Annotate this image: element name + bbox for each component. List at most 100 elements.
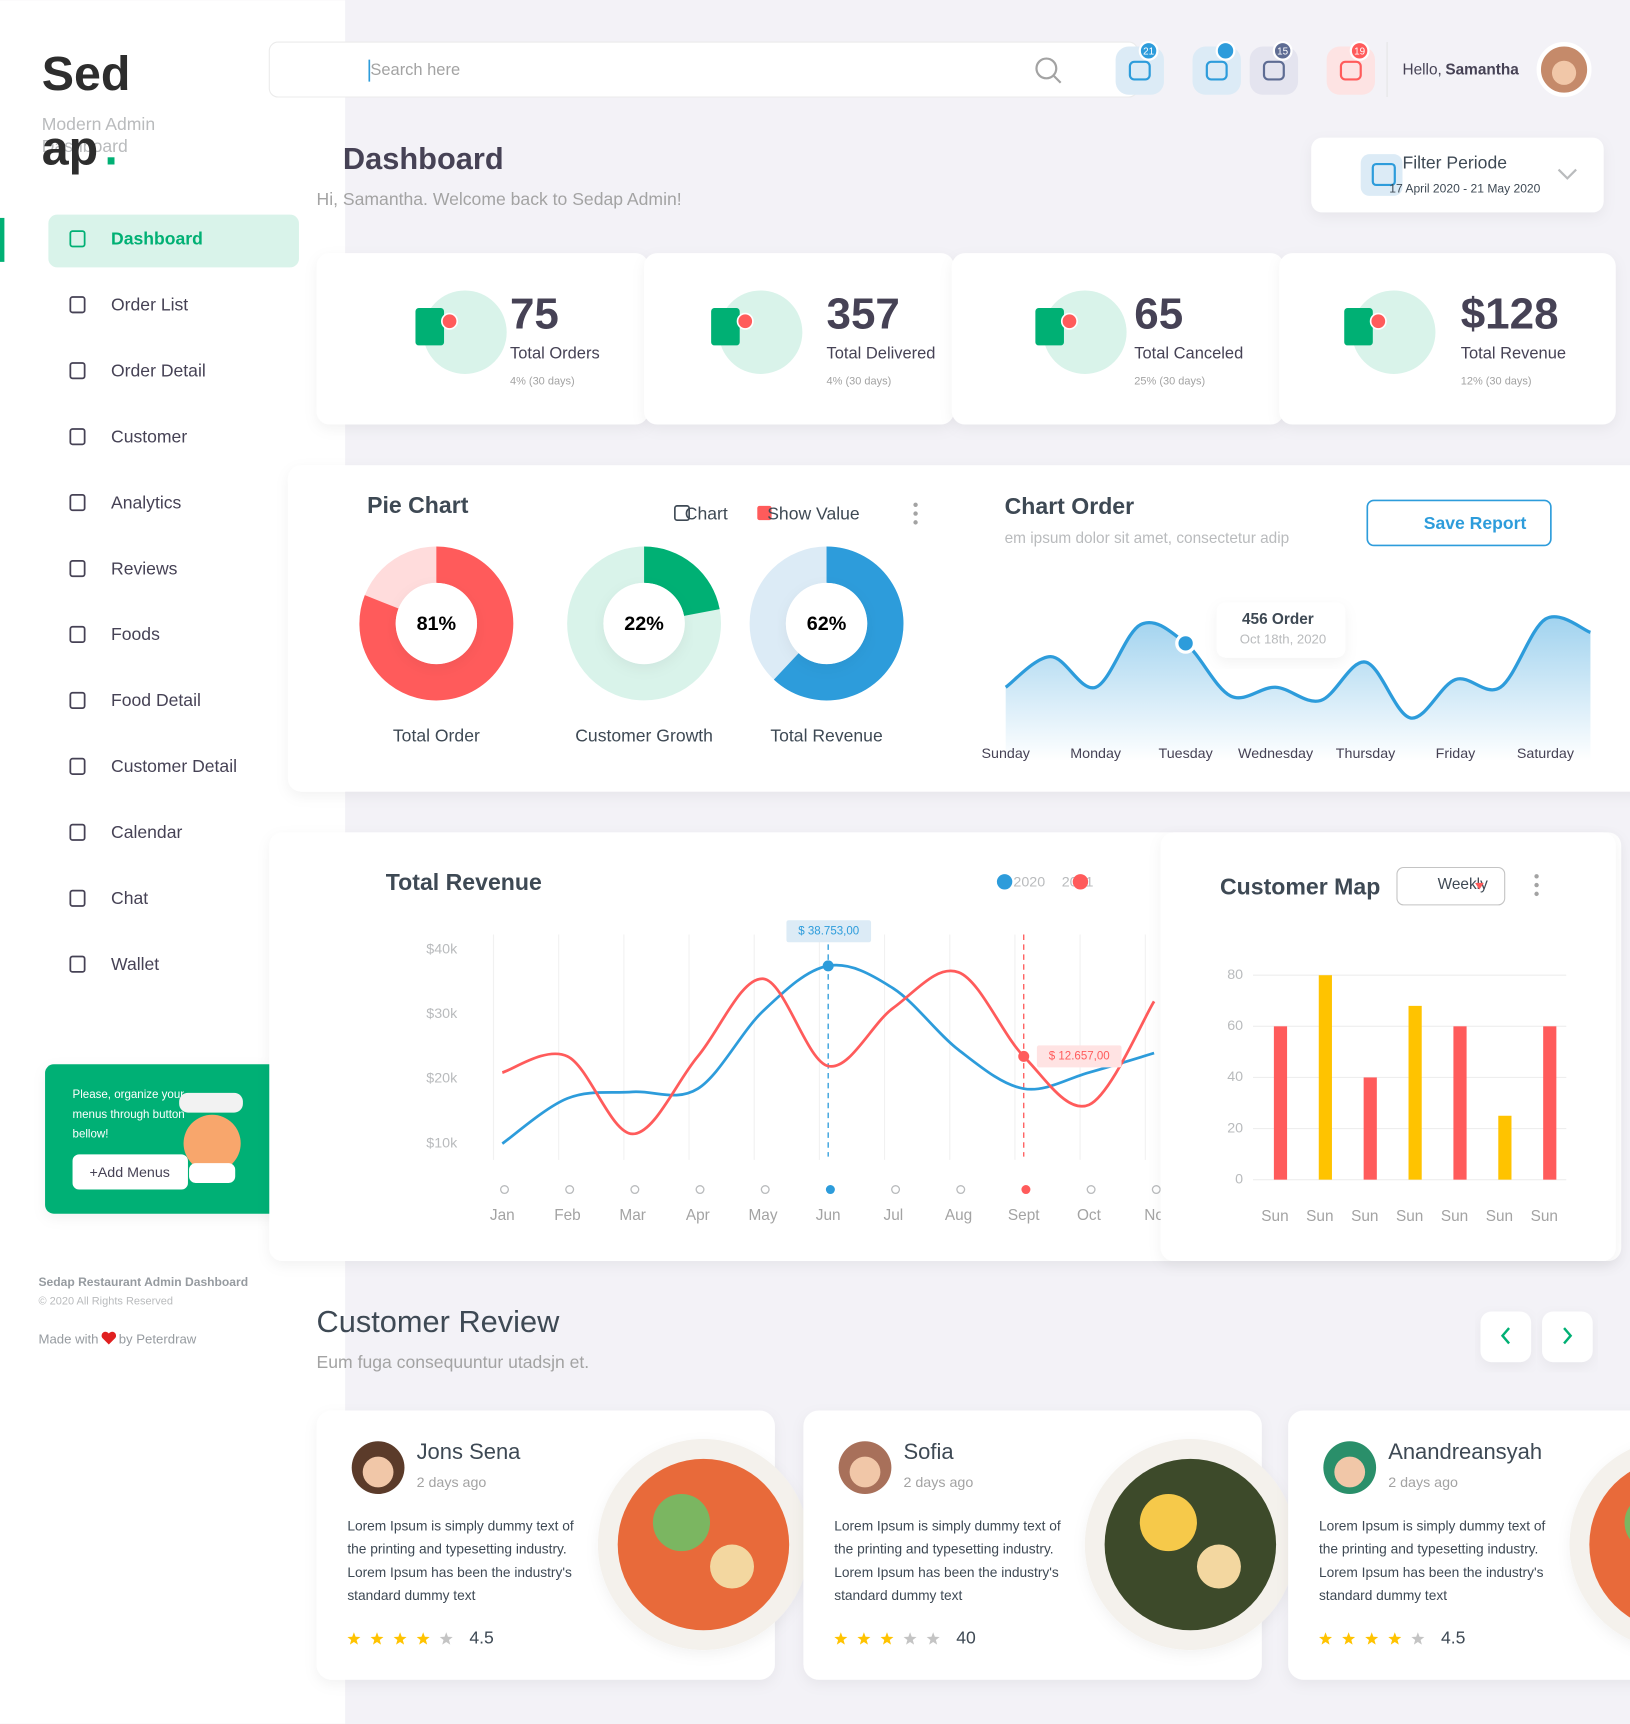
reviewer-name: Jons Sena bbox=[417, 1439, 522, 1464]
nav-item[interactable]: Reviews bbox=[111, 558, 178, 578]
bar bbox=[1318, 975, 1332, 1180]
axis-marker bbox=[695, 1185, 705, 1195]
y-tick-label: $10k bbox=[426, 1135, 458, 1151]
nav-icon bbox=[69, 296, 86, 314]
filter-label[interactable]: Filter Periode bbox=[1402, 153, 1507, 173]
nav-item[interactable]: Analytics bbox=[111, 492, 182, 512]
page-title: Dashboard bbox=[343, 141, 504, 176]
review-text: the printing and typesetting industry. bbox=[347, 1542, 566, 1557]
review-rating: 40 bbox=[956, 1628, 976, 1648]
x-tick-label: Jul bbox=[884, 1207, 904, 1224]
select-box[interactable] bbox=[1396, 866, 1506, 906]
nav-icon bbox=[69, 955, 86, 973]
nav-item[interactable]: Order Detail bbox=[111, 360, 206, 380]
x-tick-label: Jan bbox=[490, 1207, 515, 1224]
menu-dot bbox=[1534, 882, 1539, 888]
x-tick-label: Friday bbox=[1436, 746, 1477, 762]
rating-star bbox=[370, 1632, 384, 1645]
nav-item[interactable]: Customer Detail bbox=[111, 756, 237, 776]
stat-icon-badge bbox=[1060, 312, 1078, 330]
nav-active-bg[interactable] bbox=[48, 214, 299, 268]
user-name: Samantha bbox=[1445, 62, 1519, 79]
nav-item[interactable]: Chat bbox=[111, 888, 148, 908]
tagline: Modern Admin bbox=[42, 114, 155, 134]
carousel-chevron bbox=[1563, 1327, 1573, 1345]
x-tick-label: Sun bbox=[1486, 1208, 1513, 1225]
section-title: Customer Review bbox=[317, 1304, 561, 1339]
x-tick-label: May bbox=[748, 1207, 777, 1224]
option-label[interactable]: Show Value bbox=[767, 503, 860, 523]
carousel-button[interactable] bbox=[1480, 1311, 1532, 1363]
stat-change: 4% (30 days) bbox=[827, 376, 892, 388]
legend-dot bbox=[1072, 874, 1089, 890]
nav-icon bbox=[69, 494, 86, 512]
menu-dot bbox=[913, 520, 918, 525]
save-report-button[interactable] bbox=[1366, 499, 1552, 547]
food-garnish bbox=[1139, 1493, 1197, 1552]
review-time: 2 days ago bbox=[903, 1475, 973, 1491]
review-time: 2 days ago bbox=[1388, 1475, 1458, 1491]
nav-item[interactable]: Customer bbox=[111, 426, 187, 446]
y-tick-label: $30k bbox=[426, 1006, 458, 1022]
promo-text: bellow! bbox=[73, 1129, 109, 1141]
axis-marker bbox=[1151, 1185, 1161, 1195]
filter-chevron bbox=[1557, 168, 1577, 180]
bar bbox=[1408, 1005, 1422, 1180]
nav-item[interactable]: Food Detail bbox=[111, 690, 201, 710]
brand: Sed bbox=[42, 47, 131, 101]
y-tick-label: 40 bbox=[1227, 1069, 1243, 1085]
donut-hole bbox=[603, 582, 685, 665]
donut-label: Total Revenue bbox=[770, 725, 882, 745]
nav-item[interactable]: Order List bbox=[111, 294, 188, 314]
nav-item[interactable]: Foods bbox=[111, 624, 160, 644]
annotation-box bbox=[786, 920, 872, 943]
axis-marker bbox=[565, 1185, 575, 1195]
donut-hole bbox=[785, 582, 868, 665]
filter-icon bbox=[1371, 162, 1396, 187]
checkbox[interactable] bbox=[674, 505, 690, 521]
food bbox=[1589, 1471, 1630, 1618]
option-label[interactable]: Chart bbox=[685, 503, 728, 523]
search-icon-handle bbox=[1053, 75, 1062, 84]
x-tick-label: Tuesday bbox=[1159, 746, 1214, 762]
review-text: Lorem Ipsum is simply dummy text of bbox=[347, 1519, 574, 1534]
select-label[interactable]: Weekly bbox=[1438, 876, 1488, 893]
chart-title: Total Revenue bbox=[386, 869, 542, 895]
promo-button[interactable] bbox=[72, 1154, 188, 1190]
stat-icon bbox=[711, 308, 740, 346]
checkbox[interactable] bbox=[757, 505, 772, 521]
promo-button-label[interactable]: +Add Menus bbox=[89, 1165, 170, 1181]
nav-icon bbox=[69, 559, 86, 578]
legend-label: 2020 bbox=[1013, 875, 1045, 891]
badge-count: 19 bbox=[1354, 47, 1365, 58]
rating-star bbox=[857, 1632, 871, 1645]
save-report-label[interactable]: Save Report bbox=[1424, 513, 1527, 533]
header-icon bbox=[1128, 60, 1151, 81]
x-tick-label: Wednesday bbox=[1238, 746, 1314, 762]
filter-range: 17 April 2020 - 21 May 2020 bbox=[1389, 182, 1540, 196]
review-text: standard dummy text bbox=[834, 1588, 962, 1603]
food-garnish bbox=[1196, 1544, 1241, 1589]
x-tick-label: Oct bbox=[1077, 1207, 1102, 1224]
stat-icon-badge bbox=[441, 312, 459, 330]
food bbox=[1104, 1458, 1277, 1631]
review-time: 2 days ago bbox=[417, 1475, 487, 1491]
bar bbox=[1453, 1026, 1467, 1180]
y-tick-label: 60 bbox=[1227, 1018, 1243, 1034]
review-rating: 4.5 bbox=[1441, 1628, 1466, 1648]
stat-label: Total Orders bbox=[510, 345, 600, 363]
carousel-button[interactable] bbox=[1542, 1311, 1593, 1363]
tooltip-box bbox=[1216, 602, 1346, 658]
stat-value: 65 bbox=[1134, 289, 1183, 338]
nav-item[interactable]: Calendar bbox=[111, 822, 182, 842]
axis-marker bbox=[630, 1185, 640, 1195]
brand: ap bbox=[42, 122, 98, 176]
y-tick-label: 0 bbox=[1235, 1171, 1243, 1187]
stat-label: Total Canceled bbox=[1134, 345, 1243, 363]
review-text: standard dummy text bbox=[347, 1588, 475, 1603]
nav-item[interactable]: Dashboard bbox=[111, 229, 203, 249]
x-tick-label: Saturday bbox=[1517, 746, 1575, 762]
stat-icon-badge bbox=[736, 312, 754, 330]
nav-item[interactable]: Wallet bbox=[111, 954, 159, 974]
select-caret bbox=[1475, 882, 1484, 890]
